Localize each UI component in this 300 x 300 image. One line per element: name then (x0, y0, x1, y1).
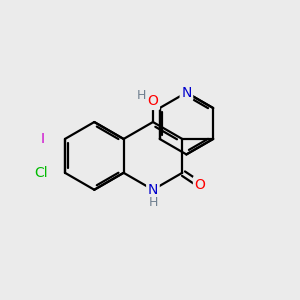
Text: Cl: Cl (34, 166, 48, 180)
Text: N: N (148, 183, 158, 197)
Text: H: H (137, 89, 146, 102)
Text: H: H (148, 196, 158, 209)
Text: I: I (41, 132, 45, 146)
Text: N: N (181, 85, 192, 100)
Text: O: O (148, 94, 158, 108)
Text: O: O (194, 178, 206, 192)
